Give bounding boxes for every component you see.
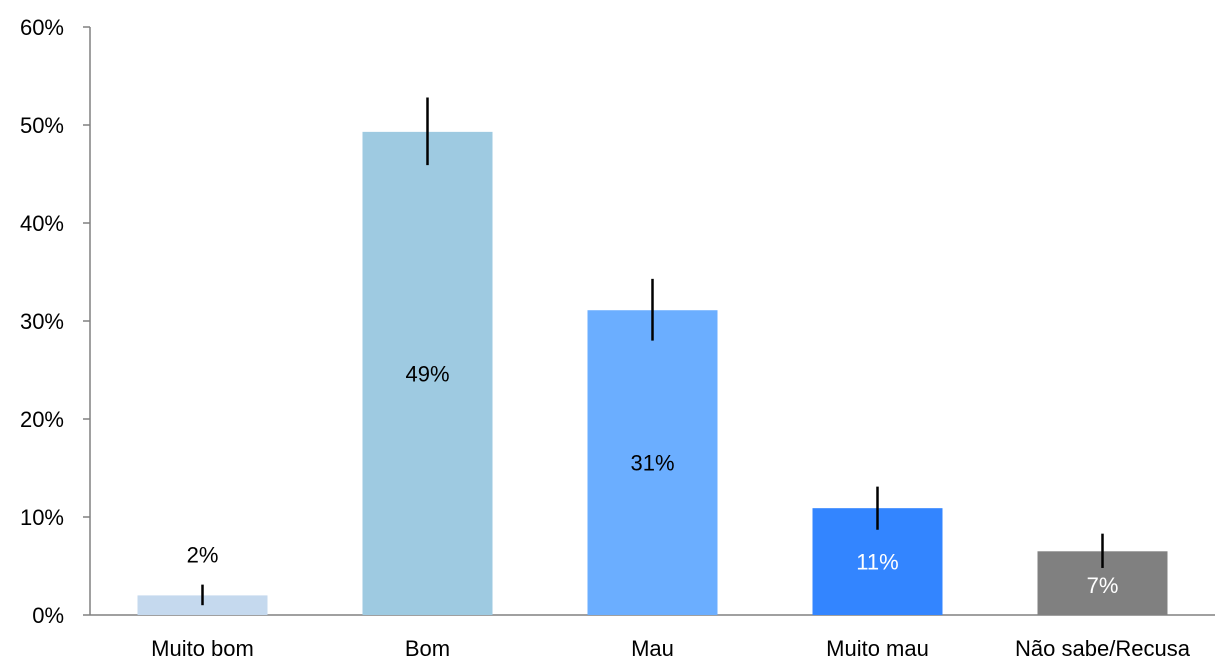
y-tick-label: 30% bbox=[20, 309, 64, 334]
y-tick-label: 50% bbox=[20, 113, 64, 138]
data-labels-group: 2% 49% 31% 11% 7% bbox=[187, 361, 1119, 598]
data-label: 49% bbox=[405, 361, 449, 386]
bar bbox=[362, 131, 493, 616]
x-tick-label: Muito mau bbox=[826, 636, 929, 661]
data-label: 11% bbox=[856, 550, 898, 575]
axes-group: 0% 10% 20% 30% 40% 50% 60% Muito bom Bom Mau Muito… bbox=[20, 15, 1215, 661]
y-tick-label: 10% bbox=[20, 505, 64, 530]
x-tick-label: Muito bom bbox=[151, 636, 254, 661]
x-tick-label: Bom bbox=[405, 636, 450, 661]
error-bars-group bbox=[201, 97, 1104, 606]
x-tick-label: Não sabe/Recusa bbox=[1015, 636, 1191, 661]
bars-group bbox=[137, 131, 1168, 616]
data-label: 7% bbox=[1087, 573, 1119, 598]
y-tick-label: 60% bbox=[20, 15, 64, 40]
y-tick-label: 20% bbox=[20, 407, 64, 432]
y-tick-label: 40% bbox=[20, 211, 64, 236]
y-tick-label: 0% bbox=[32, 603, 64, 628]
data-label: 31% bbox=[630, 451, 674, 476]
x-tick-label: Mau bbox=[631, 636, 674, 661]
data-label: 2% bbox=[187, 542, 219, 567]
bar bbox=[587, 310, 718, 615]
